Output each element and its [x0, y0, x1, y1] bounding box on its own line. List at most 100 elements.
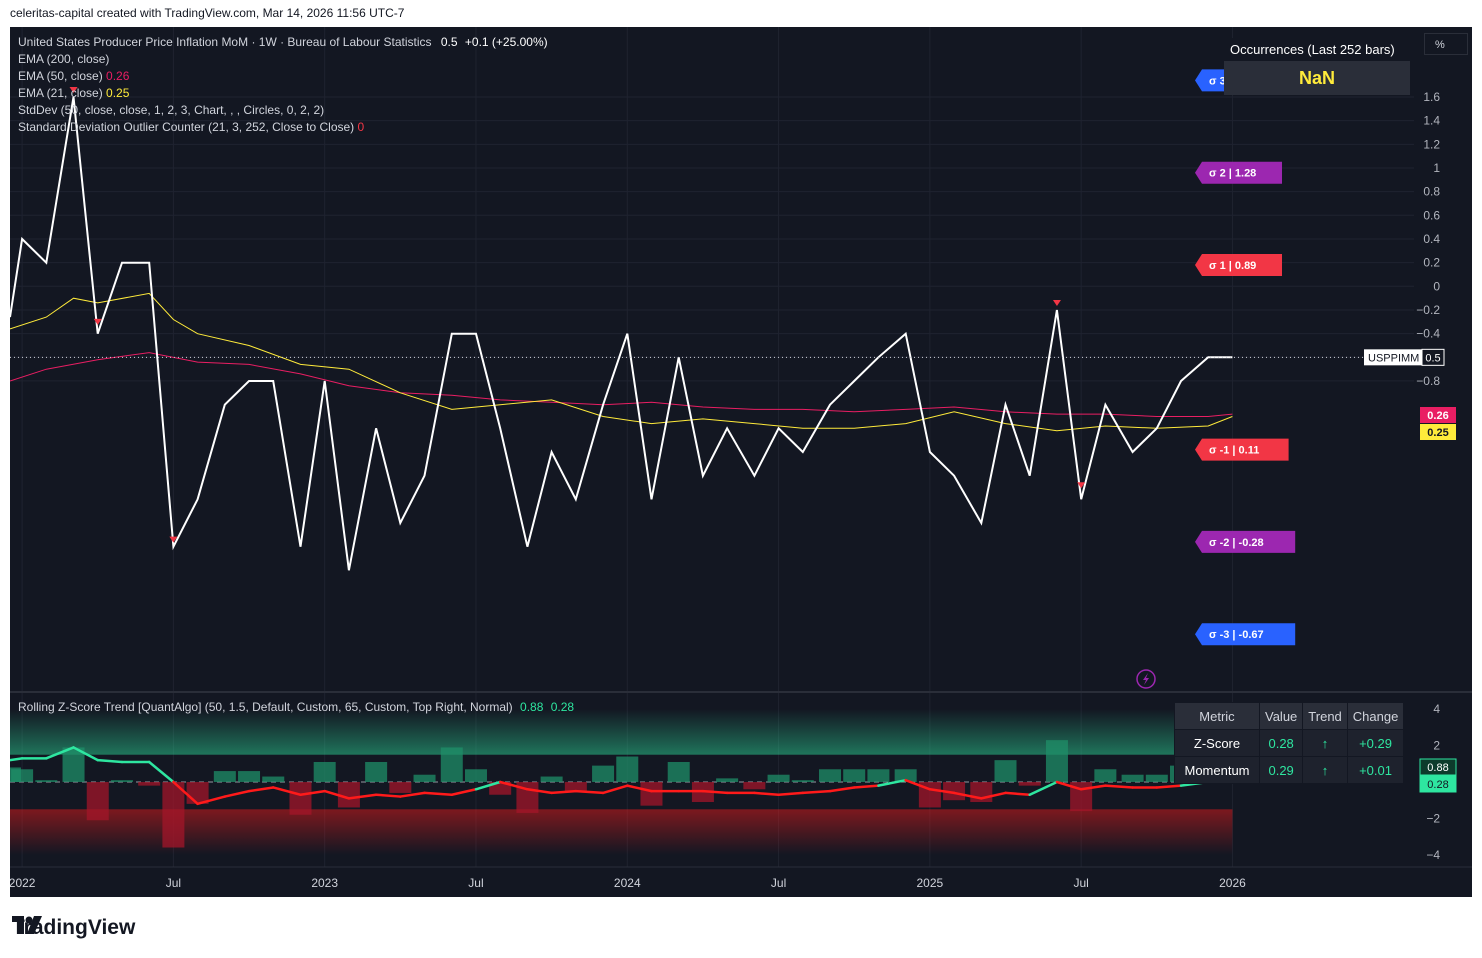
legend-ema21-row[interactable]: EMA (21, close) 0.25	[18, 85, 548, 102]
sigma-label-box	[1195, 623, 1296, 646]
zscore-line-segment	[1104, 784, 1134, 789]
zscore-bar	[894, 769, 917, 782]
zscore-legend-title: Rolling Z-Score Trend [QuantAlgo] (50, 1…	[18, 700, 513, 714]
zscore-line-segment	[1028, 780, 1059, 796]
legend-stddev-row[interactable]: StdDev (50, close, close, 1, 2, 3, Chart…	[18, 102, 548, 119]
zscore-bar	[819, 769, 842, 782]
x-tick-label: Jul	[771, 876, 786, 890]
metrics-table: Metric Value Trend Change Z-Score 0.28 ↑…	[1174, 702, 1405, 784]
zscore-line-segment	[196, 795, 227, 806]
zscore-bar	[1045, 740, 1068, 782]
sigma-label-box	[1195, 530, 1296, 553]
zscore-line-segment	[45, 746, 75, 760]
occurrences-title: Occurrences (Last 252 bars)	[1224, 38, 1410, 61]
zscore-line-segment	[172, 780, 199, 806]
y-tick-label: 1.2	[1423, 137, 1440, 151]
zscore-line-segment	[323, 789, 351, 800]
zscore-bar	[238, 771, 261, 782]
legend-main-row[interactable]: United States Producer Price Inflation M…	[18, 34, 548, 51]
zscore-bar	[867, 769, 890, 782]
x-tick-label: Jul	[166, 876, 181, 890]
zscore-line-segment	[374, 793, 402, 798]
zscore-bar	[640, 782, 663, 806]
y-tick-label: 1	[1433, 161, 1440, 175]
legend-stddev-label: StdDev (50, close, close, 1, 2, 3, Chart…	[18, 103, 325, 117]
legend-main-value: 0.5	[440, 35, 458, 49]
zscore-bar	[1145, 774, 1168, 782]
legend-ema200-row[interactable]: EMA (200, close)	[18, 51, 548, 68]
zscore-bar	[667, 761, 690, 782]
y-tick-label: 1.4	[1423, 114, 1440, 128]
y-tick-label: 0.4	[1423, 232, 1440, 246]
zscore-bar	[464, 769, 487, 782]
ema50-line	[10, 352, 1233, 417]
sub-y-tick-label: 2	[1433, 739, 1440, 753]
metrics-cell-metric: Momentum	[1174, 756, 1260, 784]
metrics-row-momentum: Momentum 0.29 ↑ +0.01	[1174, 756, 1405, 784]
legend-outlier-row[interactable]: Standard Deviation Outlier Counter (21, …	[18, 119, 548, 136]
legend-ema50-value: 0.26	[106, 69, 130, 83]
metrics-cell-value: 0.29	[1258, 756, 1304, 784]
sigma-label-text: σ 1 | 0.89	[1209, 260, 1256, 272]
upper-zone	[10, 709, 1233, 755]
zscore-bar	[138, 782, 161, 786]
attribution-header: celeritas-capital created with TradingVi…	[10, 6, 405, 20]
tradingview-logo[interactable]: TradingView	[12, 916, 135, 940]
chart-frame[interactable]: 1.61.41.210.80.60.40.20−0.2−0.4−0.6−0.82…	[10, 27, 1472, 897]
zscore-value-tag	[1419, 775, 1457, 793]
zscore-legend[interactable]: Rolling Z-Score Trend [QuantAlgo] (50, 1…	[18, 700, 574, 714]
symbol-price-tag	[1364, 349, 1425, 366]
zscore-bar	[743, 782, 766, 790]
y-tick-label: −0.2	[1416, 303, 1440, 317]
zscore-bar	[35, 780, 58, 782]
metrics-cell-change: +0.29	[1346, 729, 1405, 757]
zscore-bar	[1018, 782, 1041, 786]
zscore-value-tag	[1419, 758, 1457, 776]
zscore-bar	[262, 776, 285, 782]
zscore-bar	[110, 780, 133, 782]
x-tick-label: 2026	[1219, 876, 1246, 890]
zscore-bar	[162, 782, 185, 848]
sub-y-tick-label: −2	[1426, 811, 1440, 825]
y-tick-label: 0.8	[1423, 185, 1440, 199]
zscore-line-segment	[980, 791, 1007, 800]
lightning-glyph	[1143, 673, 1149, 685]
zscore-bar	[716, 778, 739, 782]
zscore-line-segment	[399, 791, 426, 798]
symbol-label: USPPIMM	[1368, 352, 1419, 364]
zscore-legend-value-1: 0.88	[520, 700, 544, 714]
zscore-line-segment	[1079, 784, 1107, 791]
legend-ema21-label: EMA (21, close)	[18, 86, 103, 100]
chart-canvas[interactable]: 1.61.41.210.80.60.40.20−0.2−0.4−0.6−0.82…	[10, 27, 1472, 897]
metrics-cell-value: 0.28	[1258, 729, 1304, 757]
zscore-line-segment	[928, 788, 956, 795]
y-tick-label: 0.2	[1423, 256, 1440, 270]
zscore-line-segment	[72, 746, 99, 762]
x-tick-label: 2023	[311, 876, 338, 890]
metrics-cell-change: +0.01	[1346, 756, 1405, 784]
x-tick-label: 2024	[614, 876, 641, 890]
zscore-bar	[616, 756, 639, 782]
percent-scale-button[interactable]: %	[1424, 33, 1468, 55]
zscore-line-segment	[852, 784, 880, 789]
zscore-line-segment	[801, 789, 832, 795]
sub-y-tick-label: −4	[1426, 848, 1440, 862]
sigma-label-text: σ -3 | -0.67	[1209, 629, 1264, 641]
sigma-label-text: σ -2 | -0.28	[1209, 537, 1264, 549]
sigma-label: σ -3 | -0.67	[1195, 623, 1296, 646]
legend-ema50-row[interactable]: EMA (50, close) 0.26	[18, 68, 548, 85]
lightning-icon	[1136, 669, 1156, 689]
zscore-line-segment	[601, 784, 629, 795]
zscore-bar	[62, 747, 85, 782]
metrics-header-value: Value	[1258, 702, 1304, 730]
zscore-line-segment	[347, 793, 378, 800]
x-tick-label: Jul	[1073, 876, 1088, 890]
legend-main-title: United States Producer Price Inflation M…	[18, 35, 432, 49]
zscore-bar	[994, 760, 1017, 782]
zscore-bar	[843, 769, 866, 782]
zscore-line-segment	[701, 789, 729, 795]
zscore-bar	[1094, 769, 1117, 782]
price-value-tag	[1421, 348, 1445, 366]
zscore-line-segment	[299, 789, 326, 796]
zscore-bar	[11, 769, 34, 782]
